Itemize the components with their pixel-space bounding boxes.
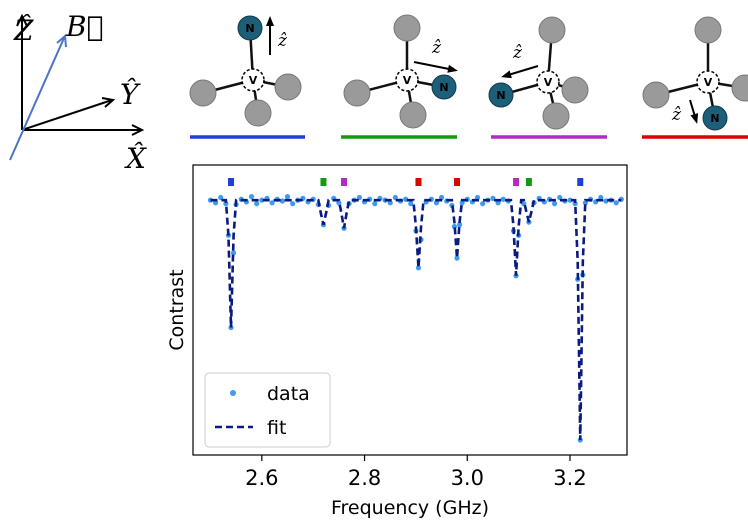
legend-label: fit [267, 417, 286, 439]
resonance-marker [228, 178, 235, 186]
carbon-atom [244, 99, 272, 127]
data-point [284, 194, 291, 200]
resonance-marker [341, 178, 348, 186]
data-point [230, 250, 237, 256]
data-point [408, 201, 414, 207]
vacancy-label: V [249, 74, 258, 87]
data-point [433, 200, 440, 206]
data-point [582, 200, 588, 206]
arrow-head [447, 64, 458, 73]
carbon-atom [542, 102, 570, 130]
x-tick-label: 3.2 [553, 466, 586, 490]
arrow-head [690, 113, 699, 124]
data-point [598, 194, 604, 201]
nitrogen-atom [431, 74, 457, 100]
vacancy-label: V [403, 74, 412, 87]
legend-swatch [230, 390, 236, 396]
vacancy [536, 70, 560, 94]
x-axis-label: X̂ [124, 142, 147, 175]
carbon-atom [538, 16, 566, 44]
resonance-marker [525, 178, 532, 186]
resonance-marker [513, 178, 520, 186]
data-point [356, 194, 363, 201]
legend-label: data [267, 383, 310, 405]
data-point [336, 200, 342, 206]
data-point [474, 194, 481, 201]
nitrogen-label: N [245, 22, 254, 35]
plot-frame [192, 164, 628, 456]
direction-label: ẑ [277, 31, 288, 51]
nitrogen-label: N [496, 89, 505, 102]
data-point [372, 201, 378, 207]
resonance-marker [415, 178, 422, 186]
data-point [212, 200, 219, 206]
carbon-atom [399, 101, 427, 129]
data-point [269, 200, 275, 206]
resonance-marker [320, 178, 327, 186]
carbon-atom [343, 79, 371, 107]
arrow-head [266, 16, 274, 26]
x-tick-label: 2.8 [348, 466, 381, 490]
nitrogen-atom [488, 82, 514, 108]
vacancy-label: V [544, 76, 553, 89]
data-point [387, 200, 393, 206]
nitrogen-atom [237, 15, 263, 41]
vacancy [241, 68, 265, 92]
direction-label: ẑ [512, 43, 523, 63]
data-point [480, 201, 486, 207]
y-axis-title: Contrast [166, 269, 188, 350]
carbon-atom [694, 16, 722, 44]
vacancy [696, 70, 720, 94]
data-point [454, 255, 460, 261]
resonance-marker [453, 178, 460, 186]
nitrogen-label: N [439, 81, 448, 94]
vacancy-label: V [704, 76, 713, 89]
nitrogen-label: N [710, 112, 719, 125]
data-point [254, 201, 260, 207]
legend-box [204, 372, 331, 448]
data-point [290, 201, 296, 207]
vacancy [395, 68, 419, 92]
carbon-atom [393, 14, 421, 42]
resonance-marker [577, 178, 584, 186]
data-point [392, 194, 398, 201]
orientation-diagram: N Vẑ [189, 15, 305, 139]
data-point [459, 200, 465, 206]
x-tick-label: 3.0 [451, 466, 484, 490]
z-axis-label: Ẑ [13, 14, 34, 47]
carbon-atom [189, 79, 217, 107]
orientation-diagram: N Vẑ [488, 16, 607, 139]
data-point [279, 198, 285, 204]
data-point [500, 196, 506, 202]
y-axis-label: Ŷ [120, 78, 141, 111]
data-point [415, 265, 422, 271]
nitrogen-atom [702, 105, 728, 131]
data-point [495, 200, 501, 206]
carbon-atom [274, 73, 302, 101]
direction-label: ẑ [431, 38, 442, 58]
data-point [613, 200, 619, 206]
data-point [551, 201, 558, 207]
frame-axes [9, 13, 145, 161]
x-axis-title: Frequency (GHz) [331, 497, 489, 519]
x-tick-label: 2.6 [245, 466, 278, 490]
data-point [248, 194, 255, 200]
direction-arrow [413, 61, 455, 71]
data-point [218, 194, 224, 201]
fit-line [210, 198, 622, 441]
carbon-atom [642, 81, 670, 109]
data-point [456, 222, 463, 228]
data-point [557, 194, 563, 201]
field-label: B⃗ [65, 10, 103, 43]
carbon-atom [561, 76, 589, 104]
carbon-atom [731, 74, 748, 102]
arrow-head [501, 70, 512, 79]
data-point [438, 194, 445, 201]
data-point [521, 201, 527, 207]
orientation-diagram: N Vẑ [642, 16, 748, 139]
direction-label: ẑ [671, 105, 682, 125]
orientation-diagram: N Vẑ [341, 14, 458, 139]
